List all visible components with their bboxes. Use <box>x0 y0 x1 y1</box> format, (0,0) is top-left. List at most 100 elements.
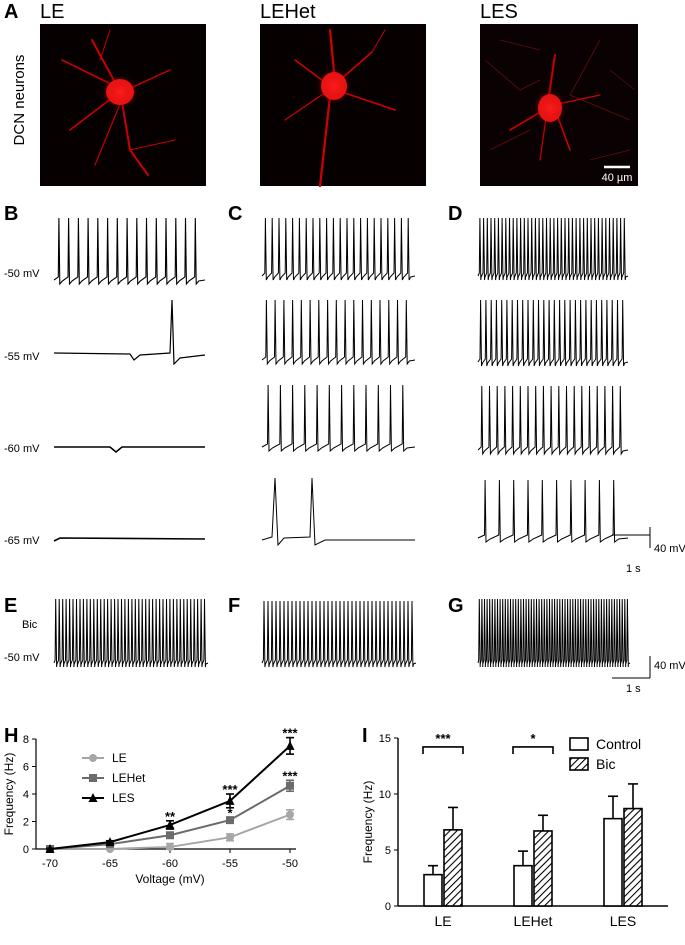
h-x-tick-label: -65 <box>102 858 118 870</box>
i-category-label-lehet: LEHet <box>514 913 553 929</box>
h-legend-label-le: LE <box>112 751 127 765</box>
trace-le-2 <box>53 299 206 366</box>
i-bar-control-lehet <box>513 864 533 907</box>
trace-les-4 <box>477 479 629 543</box>
h-point-le <box>226 833 234 842</box>
trace-scalebar-2: 40 mV 1 s <box>612 656 685 695</box>
i-bar-control-les <box>603 817 623 907</box>
h-point-les <box>285 740 295 750</box>
h-point-le <box>166 842 174 851</box>
neuron-image-le <box>40 24 206 186</box>
panel-letter-a: A <box>4 1 18 23</box>
trace-bic-les <box>477 598 631 668</box>
trace-le-3 <box>54 446 205 454</box>
h-x-tick-label: -70 <box>42 858 58 870</box>
i-significance-bracket <box>422 746 464 754</box>
trace-le-4 <box>53 537 206 542</box>
group-title-le: LE <box>40 1 64 23</box>
i-legend-label-control: Control <box>596 736 641 752</box>
h-point-lehet <box>226 816 234 825</box>
i-y-tick-label: 0 <box>385 901 391 913</box>
h-significance-marker: * <box>227 805 233 820</box>
i-legend-label-bic: Bic <box>596 756 615 772</box>
trace-bic-le <box>53 598 209 668</box>
h-point-les <box>45 844 55 853</box>
trace-le-1 <box>53 217 206 286</box>
trace-scalebar-1-mv: 40 mV <box>654 543 685 555</box>
voltage-label-4: -65 mV <box>4 535 40 547</box>
i-significance-marker: *** <box>435 731 451 746</box>
trace-scalebar-2-mv: 40 mV <box>654 660 685 672</box>
group-title-lehet: LEHet <box>260 1 316 23</box>
h-y-tick-label: 8 <box>23 734 29 746</box>
voltage-label-1: -50 mV <box>4 268 40 280</box>
h-x-tick-label: -60 <box>162 858 178 870</box>
neuron-image-lehet <box>260 24 426 188</box>
h-point-les <box>105 837 115 847</box>
trace-les-1 <box>477 217 629 281</box>
h-y-tick-label: 6 <box>23 762 29 774</box>
h-point-lehet <box>286 781 294 790</box>
panel-letter-d: D <box>448 203 462 225</box>
panel-letter-h: H <box>4 725 18 747</box>
i-significance-marker: * <box>530 731 536 746</box>
group-title-les: LES <box>480 1 518 23</box>
bic-label: Bic <box>22 619 38 631</box>
h-x-tick-label: -55 <box>222 858 238 870</box>
panel-letter-c: C <box>228 203 242 225</box>
h-x-tick-label: -50 <box>282 858 298 870</box>
panel-letter-f: F <box>228 595 240 617</box>
i-bar-control-le <box>423 873 443 907</box>
h-significance-marker: ** <box>165 809 176 824</box>
trace-lehet-2 <box>261 299 416 366</box>
h-legend-marker <box>89 774 97 782</box>
i-y-tick-label: 10 <box>379 789 391 801</box>
trace-scalebar-2-s: 1 s <box>626 683 641 695</box>
trace-les-3 <box>477 385 629 456</box>
panel-letter-g: G <box>448 595 464 617</box>
h-point-les <box>165 819 175 829</box>
trace-lehet-3 <box>261 384 416 453</box>
h-point-les <box>225 795 235 805</box>
h-significance-marker: *** <box>282 726 298 741</box>
chart-h: 0 2 4 6 8 -70 -65 -60 -55 -50 Voltage (mV) Frequenc… <box>2 726 299 886</box>
h-legend-marker <box>89 754 97 762</box>
h-x-axis-label: Voltage (mV) <box>135 872 204 886</box>
trace-les-2 <box>477 299 629 367</box>
h-y-tick-label: 4 <box>23 789 29 801</box>
i-y-axis-label: Frequency (Hz) <box>361 781 375 864</box>
h-y-axis-label: Frequency (Hz) <box>2 753 16 836</box>
i-bar-bic-lehet <box>533 830 553 907</box>
panel-letter-i: I <box>362 725 368 747</box>
neuron-image-les: 40 µm <box>480 24 638 186</box>
trace-scalebar-1-s: 1 s <box>626 563 641 575</box>
voltage-label-3: -60 mV <box>4 443 40 455</box>
i-category-label-le: LE <box>434 913 451 929</box>
h-point-lehet <box>166 831 174 840</box>
i-y-tick-label: 5 <box>385 845 391 857</box>
h-point-le <box>286 810 294 819</box>
trace-scalebar-1: 40 mV 1 s <box>612 527 685 575</box>
h-legend-marker <box>88 793 98 802</box>
h-y-tick-label: 2 <box>23 817 29 829</box>
panel-letter-b: B <box>4 203 18 225</box>
voltage-label-2: -55 mV <box>4 351 40 363</box>
h-significance-marker: *** <box>282 768 298 783</box>
h-y-tick-label: 0 <box>23 844 29 856</box>
panel-letter-e: E <box>4 595 17 617</box>
i-bar-bic-les <box>623 807 643 907</box>
i-legend-swatch-control <box>569 737 589 751</box>
i-bar-bic-le <box>443 829 463 907</box>
trace-lehet-1 <box>261 217 416 281</box>
imaging-row-label: DCN neurons <box>11 55 28 146</box>
h-legend-label-les: LES <box>112 791 135 805</box>
h-significance-marker: *** <box>222 782 238 797</box>
h-legend-label-lehet: LEHet <box>112 771 146 785</box>
bic-voltage-label: -50 mV <box>4 652 40 664</box>
i-legend-swatch-bic <box>569 757 589 771</box>
i-category-label-les: LES <box>610 913 636 929</box>
trace-lehet-4 <box>261 477 415 547</box>
i-significance-bracket <box>512 746 554 754</box>
